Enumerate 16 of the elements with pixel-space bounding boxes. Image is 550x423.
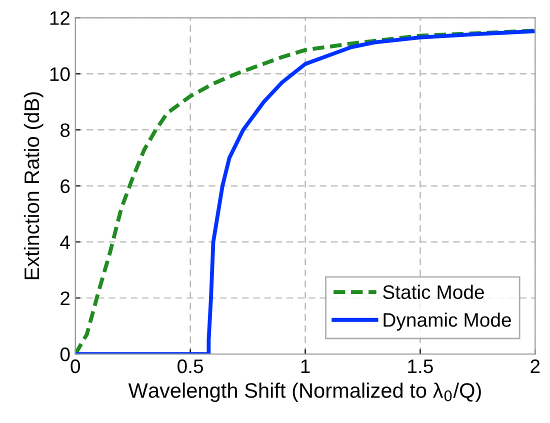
x-tick-label: 1 [301, 360, 310, 374]
y-tick-label: 4 [60, 236, 70, 249]
y-tick-label: 8 [60, 123, 70, 138]
y-tick-label: 6 [60, 179, 70, 194]
x-tick-label: 2 [530, 359, 540, 374]
legend-label: Static Mode [383, 284, 484, 300]
x-axis-title: Wavelength Shift (Normalized to λ$_{0}$/Q) [128, 382, 481, 402]
y-tick-label: 0 [60, 348, 70, 362]
x-tick-label: 0 [70, 359, 80, 374]
y-axis-title: Extinction Ratio (dB) [24, 92, 44, 280]
x-tick-label: 1.5 [408, 360, 433, 374]
y-tick-label: 12 [50, 11, 70, 25]
x-tick-label: 0.5 [178, 359, 203, 374]
y-tick-label: 10 [50, 67, 70, 82]
legend-label: Dynamic Mode [384, 312, 511, 331]
y-tick-label: 2 [60, 291, 70, 306]
